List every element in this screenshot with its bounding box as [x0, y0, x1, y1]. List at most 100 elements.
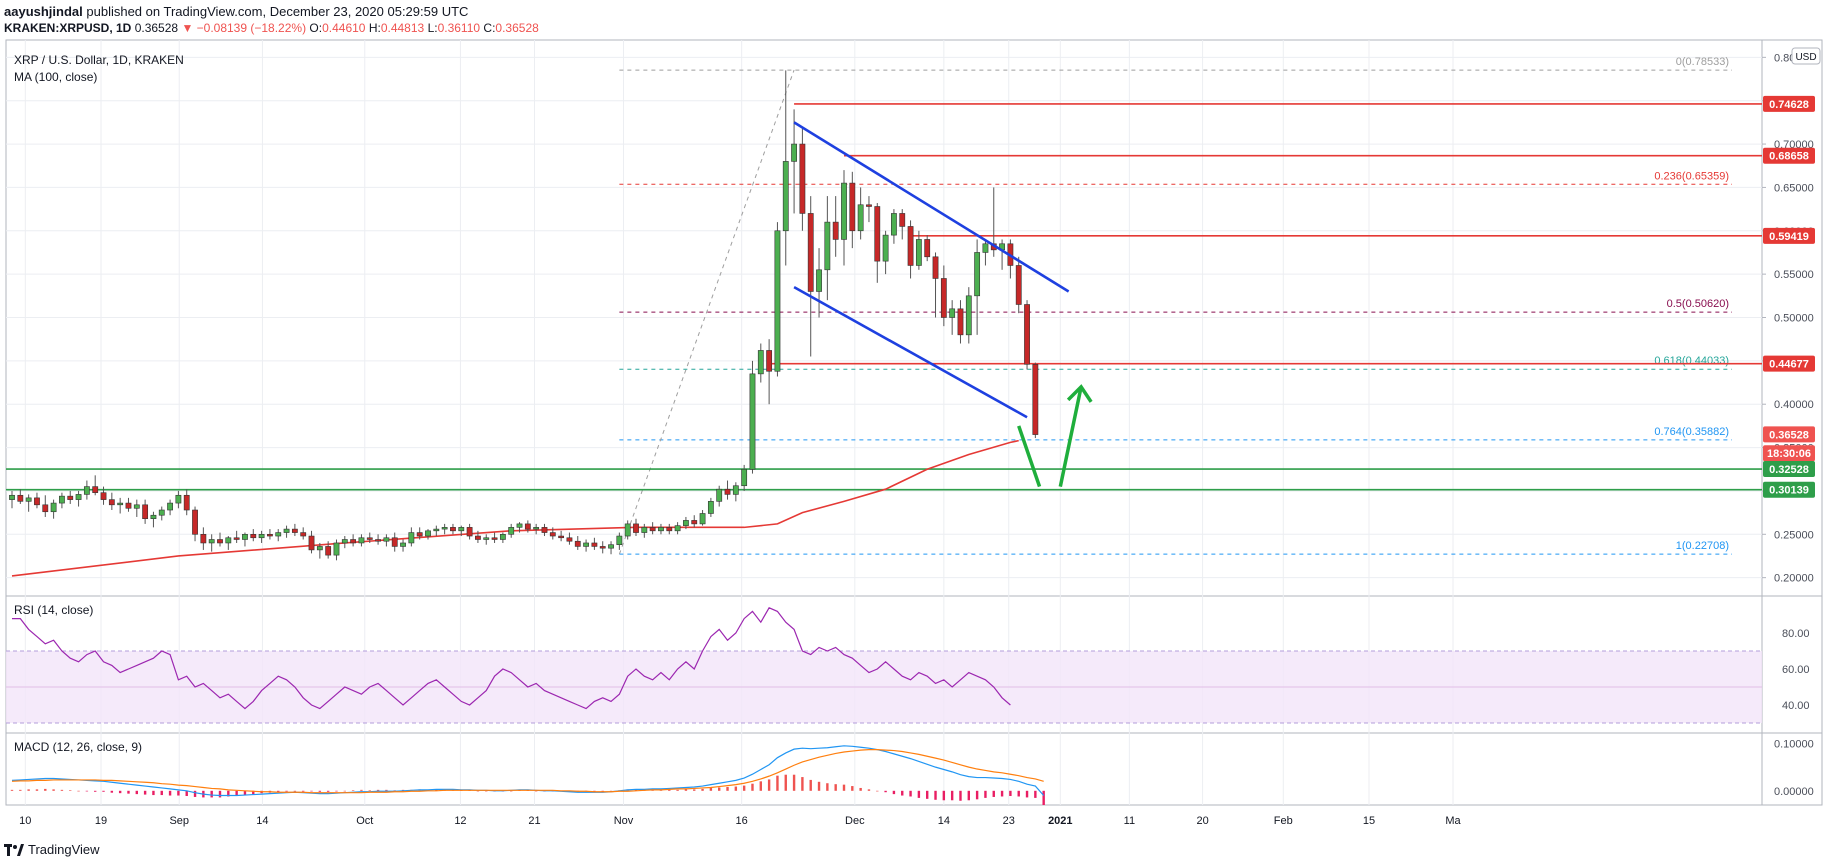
- price-label-box: [1763, 95, 1815, 112]
- candle-up: [358, 534, 365, 547]
- candle-up: [458, 525, 465, 537]
- candle-body: [200, 533, 207, 544]
- candle-body: [608, 544, 614, 549]
- candle-body: [633, 523, 639, 533]
- candle-down: [475, 530, 481, 543]
- x-tick-label: 10: [19, 815, 31, 827]
- candle-body: [816, 269, 822, 292]
- macd-histogram-bar: [1017, 790, 1020, 797]
- candle-body: [441, 527, 448, 530]
- candle-body: [300, 532, 307, 537]
- candle-body: [707, 501, 714, 514]
- candle-down: [450, 523, 456, 535]
- y-tick-label: 0.50000: [1774, 313, 1814, 325]
- candle-up: [641, 523, 648, 538]
- x-tick-label: 11: [1124, 815, 1135, 827]
- macd-histogram-bar: [934, 790, 937, 800]
- candle-body: [25, 497, 32, 502]
- candle-body: [291, 528, 298, 533]
- candle-body: [466, 527, 473, 537]
- macd-histogram-bar: [360, 789, 363, 791]
- candle-body: [17, 494, 24, 502]
- candle-body: [217, 539, 223, 544]
- price-label-box: [1763, 445, 1815, 462]
- candle-body: [832, 221, 839, 240]
- candle-body: [142, 504, 149, 519]
- price-chart[interactable]: 10 19 Sep 14 Oct 12 21 Nov 16 Dec 14 23 2021 11 20 Feb 1…: [0, 0, 1828, 830]
- candle-down: [1015, 256, 1022, 314]
- candle-body: [158, 509, 165, 516]
- candle-up: [433, 525, 440, 537]
- candle-body: [658, 527, 664, 532]
- macd-histogram-bar: [709, 787, 713, 791]
- candle-body: [258, 533, 265, 539]
- macd-histogram-bar: [676, 789, 679, 791]
- candle-up: [400, 539, 406, 552]
- candle-body: [242, 533, 248, 540]
- candle-body: [416, 532, 423, 537]
- macd-histogram-bar: [926, 790, 929, 799]
- macd-histogram-bar: [35, 789, 39, 791]
- macd-histogram-bar: [368, 790, 371, 791]
- macd-histogram-bar: [19, 789, 22, 791]
- candle-up: [583, 539, 589, 552]
- macd-histogram-bar: [10, 789, 14, 791]
- candle-body: [616, 535, 623, 546]
- candle-body: [208, 539, 215, 544]
- candle-body: [932, 256, 939, 279]
- low-label: L:: [427, 21, 438, 35]
- candle-down: [566, 532, 573, 545]
- macd-histogram-bar: [992, 790, 995, 797]
- candle-body: [92, 486, 99, 493]
- candle-down: [34, 492, 40, 509]
- macd-histogram-bar: [967, 790, 970, 801]
- macd-histogram-bar: [593, 790, 596, 792]
- candle-body: [749, 373, 756, 470]
- macd-histogram-bar: [842, 784, 846, 791]
- currency-button-label: USD: [1795, 52, 1816, 63]
- candle-body: [716, 488, 723, 502]
- macd-histogram-bar: [1042, 790, 1045, 805]
- symbol-label: KRAKEN:XRPUSD, 1D: [4, 21, 132, 35]
- y-tick-label: 0.25000: [1774, 529, 1814, 541]
- macd-histogram-bar: [152, 790, 155, 796]
- candle-body: [316, 546, 323, 551]
- low-value: 0.36110: [437, 21, 481, 35]
- candle-body: [982, 243, 989, 253]
- fib-level-label: 1(0.22708): [1676, 540, 1729, 552]
- macd-histogram-bar: [534, 790, 538, 792]
- candle-body: [9, 494, 15, 500]
- price-change: ▼ −0.08139 (−18.22%): [181, 21, 307, 35]
- author-name[interactable]: aayushjindal: [4, 4, 83, 19]
- candle-down: [799, 126, 806, 231]
- macd-histogram-bar: [942, 790, 946, 801]
- macd-histogram-bar: [884, 790, 887, 793]
- candle-up: [425, 529, 431, 540]
- candle-up: [59, 492, 65, 509]
- macd-histogram-bar: [1000, 790, 1004, 797]
- macd-histogram-bar: [826, 783, 829, 791]
- candle-down: [291, 523, 298, 537]
- macd-histogram-bar: [510, 790, 513, 792]
- tradingview-brand[interactable]: TradingView: [28, 842, 100, 857]
- x-tick-label: Oct: [356, 815, 373, 827]
- macd-histogram-bar: [343, 790, 346, 792]
- candle-body: [965, 295, 972, 336]
- candle-up: [882, 230, 889, 275]
- candle-up: [225, 536, 232, 550]
- chart-title: XRP / U.S. Dollar, 1D, KRAKEN: [14, 53, 184, 67]
- candle-down: [899, 209, 906, 240]
- candle-up: [999, 239, 1005, 270]
- publish-info: aayushjindal published on TradingView.co…: [4, 4, 468, 19]
- x-tick-label: 15: [1363, 815, 1375, 827]
- x-tick-label: 23: [1003, 815, 1015, 827]
- candle-body: [366, 537, 373, 540]
- candle-body: [391, 537, 398, 547]
- candle-down: [92, 475, 99, 496]
- x-tick-label: Nov: [614, 815, 634, 827]
- candle-down: [125, 497, 132, 512]
- candle-up: [175, 490, 182, 509]
- candle-body: [516, 523, 523, 528]
- high-label: H:: [368, 21, 381, 35]
- candle-body: [683, 520, 689, 526]
